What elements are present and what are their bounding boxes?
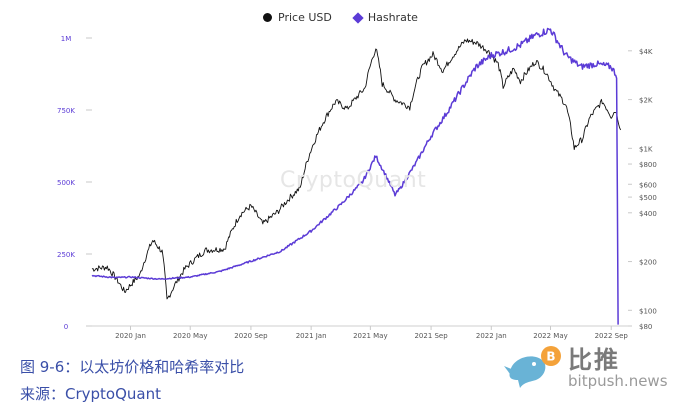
series-line-hashrate [91,27,619,325]
right-tick-label: $4K [639,48,653,56]
x-tick-label: 2020 Jan [115,332,146,340]
bitpush-logo: B 比推 bitpush.news [502,338,692,398]
logo-chinese: 比推 [568,346,620,374]
logo-english: bitpush.news [568,372,668,390]
x-tick-label: 2022 Jan [476,332,507,340]
right-tick-label: $2K [639,97,653,105]
right-tick-label: $500 [639,194,657,202]
legend-label-price: Price USD [278,11,332,24]
right-tick-label: $1K [639,145,653,153]
left-tick-label: 250K [57,251,75,259]
x-tick-label: 2020 May [173,332,208,340]
left-tick-label: 750K [57,107,75,115]
diamond-icon [352,11,364,24]
watermark: CryptoQuant [280,168,427,193]
x-tick-label: 2021 Jan [296,332,327,340]
x-tick-label: 2022 Sep [595,332,629,340]
right-tick-label: $400 [639,210,657,218]
x-tick-label: 2020 Sep [234,332,268,340]
circle-icon [263,13,272,22]
caption-source: 来源：CryptoQuant [20,385,161,403]
legend-item-hashrate[interactable]: Hashrate [352,11,418,24]
right-tick-label: $600 [639,181,657,189]
x-tick-label: 2021 May [353,332,388,340]
x-tick-label: 2021 Sep [414,332,448,340]
chart: 0 250K 500K 750K 1M $80 $100 $200 $400 $500 $600 $8… [57,27,657,340]
x-tick-label: 2022 May [533,332,568,340]
right-tick-label: $80 [639,323,652,331]
left-tick-label: 500K [57,179,75,187]
bird-icon: B [504,346,561,388]
left-tick-label: 1M [61,35,72,43]
badge-letter: B [546,350,555,364]
legend-label-hashrate: Hashrate [367,11,418,24]
left-tick-label: 0 [64,323,68,331]
right-tick-label: $800 [639,161,657,169]
right-tick-label: $200 [639,259,657,267]
legend-item-price[interactable]: Price USD [263,11,332,24]
figure-caption: 图 9-6：以太坊价格和哈希率对比 来源：CryptoQuant [20,354,244,408]
chart-legend: Price USD Hashrate [263,11,418,24]
caption-title: 图 9-6：以太坊价格和哈希率对比 [20,358,245,376]
right-tick-label: $100 [639,307,657,315]
